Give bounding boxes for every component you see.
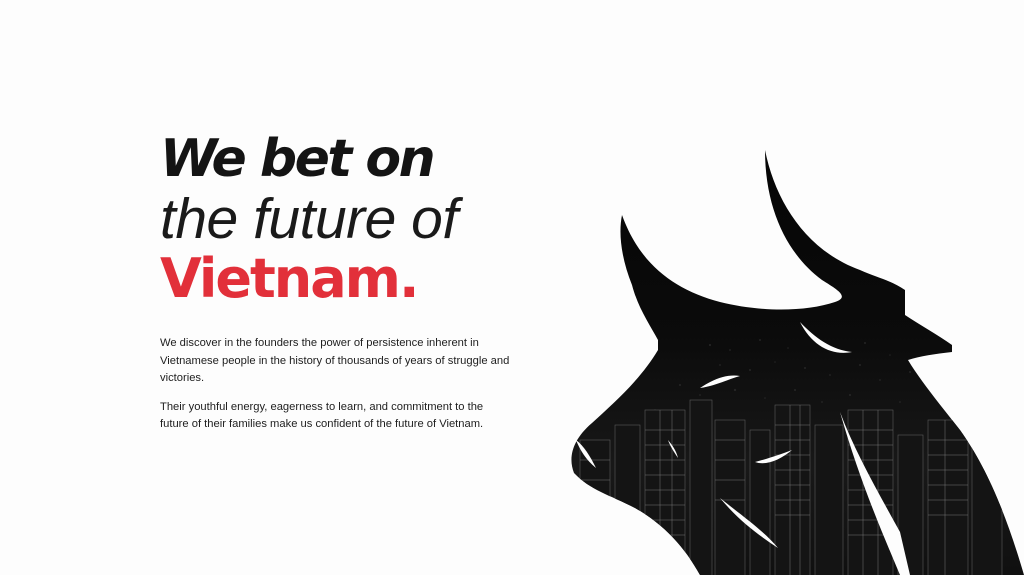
description-paragraph-1: We discover in the founders the power of… (160, 337, 510, 384)
headline-line-1: We bet on (160, 129, 436, 189)
bull-head-city-silhouette-icon (571, 150, 1024, 575)
headline-line-2: the future of (160, 187, 458, 251)
description-paragraph-2: Their youthful energy, eagerness to lear… (160, 400, 484, 431)
hero-headline: We bet on the future of Vietnam. (160, 128, 458, 310)
hero-description: We discover in the founders the power of… (160, 335, 510, 445)
headline-line-3: Vietnam. (160, 247, 419, 310)
